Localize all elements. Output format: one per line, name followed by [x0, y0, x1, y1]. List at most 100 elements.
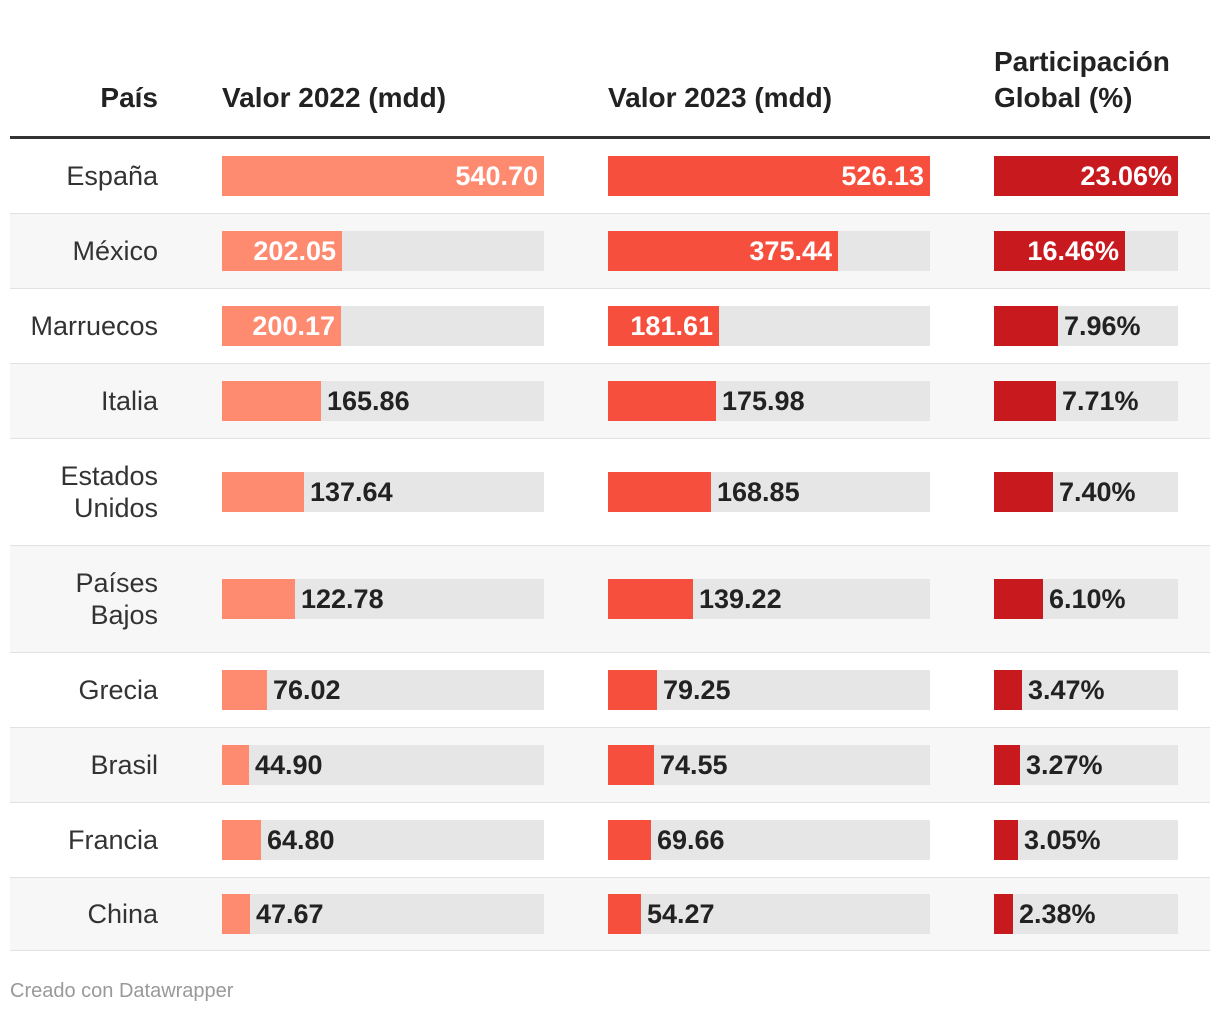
country-label: Marruecos	[0, 310, 158, 342]
header-participacion-line2: Global (%)	[994, 82, 1133, 113]
participacion-bar-track: 7.96%	[994, 306, 1178, 346]
header-participacion: Participación Global (%)	[994, 44, 1170, 116]
valor-2022-bar-track: 44.90	[222, 745, 544, 785]
participacion-bar-track: 3.27%	[994, 745, 1178, 785]
participacion-value-label: 2.38%	[1019, 899, 1096, 929]
valor-2023-value-label: 54.27	[647, 899, 715, 929]
valor-2022-bar-track: 165.86	[222, 381, 544, 421]
valor-2022-bar-track: 137.64	[222, 472, 544, 512]
participacion-bar	[994, 472, 1053, 512]
table-row: Estados Unidos 137.64 168.85 7.40%	[10, 439, 1210, 546]
valor-2022-bar-track: 540.70	[222, 156, 544, 196]
country-label-line: España	[66, 161, 158, 191]
valor-2022-bar-track: 76.02	[222, 670, 544, 710]
valor-2023-value-label: 74.55	[660, 750, 728, 780]
country-label-line: Francia	[67, 825, 158, 855]
participacion-value-label: 3.27%	[1026, 750, 1103, 780]
valor-2023-bar-track: 139.22	[608, 579, 930, 619]
table-row: Francia 64.80 69.66 3.05%	[10, 803, 1210, 878]
valor-2022-value-label: 202.05	[253, 236, 336, 266]
participacion-bar-track: 23.06%	[994, 156, 1178, 196]
valor-2022-bar-track: 64.80	[222, 820, 544, 860]
valor-2023-bar	[608, 894, 641, 934]
participacion-bar-track: 6.10%	[994, 579, 1178, 619]
participacion-bar-track: 7.40%	[994, 472, 1178, 512]
country-label: China	[0, 898, 158, 930]
valor-2022-bar	[222, 579, 295, 619]
valor-2022-bar	[222, 820, 261, 860]
valor-2022-bar	[222, 156, 544, 196]
valor-2022-bar	[222, 306, 341, 346]
table-body: España 540.70 526.13 23.06% México 202.05 375.…	[10, 139, 1210, 951]
header-valor-2022: Valor 2022 (mdd)	[222, 82, 447, 113]
valor-2023-bar-track: 181.61	[608, 306, 930, 346]
country-label: Francia	[0, 824, 158, 856]
country-label-line: Bajos	[90, 600, 158, 630]
valor-2023-bar	[608, 381, 716, 421]
valor-2023-bar-track: 74.55	[608, 745, 930, 785]
participacion-bar	[994, 894, 1013, 934]
country-label: México	[0, 235, 158, 267]
valor-2023-value-label: 526.13	[841, 161, 924, 191]
country-label: España	[0, 160, 158, 192]
valor-2023-value-label: 175.98	[722, 386, 805, 416]
country-label: Grecia	[0, 674, 158, 706]
participacion-value-label: 3.05%	[1024, 825, 1101, 855]
valor-2022-value-label: 122.78	[301, 584, 384, 614]
country-label-line: Brasil	[90, 750, 158, 780]
country-label: Brasil	[0, 749, 158, 781]
valor-2022-value-label: 44.90	[255, 750, 323, 780]
valor-2022-value-label: 64.80	[267, 825, 335, 855]
participacion-bar	[994, 579, 1043, 619]
participacion-value-label: 3.47%	[1028, 675, 1105, 705]
country-label-line: China	[87, 899, 158, 929]
country-label: Países Bajos	[0, 567, 158, 631]
participacion-bar	[994, 231, 1125, 271]
table-row: España 540.70 526.13 23.06%	[10, 139, 1210, 214]
valor-2023-bar	[608, 579, 693, 619]
participacion-value-label: 23.06%	[1080, 161, 1172, 191]
valor-2022-value-label: 540.70	[455, 161, 538, 191]
valor-2023-value-label: 375.44	[749, 236, 832, 266]
participacion-value-label: 16.46%	[1027, 236, 1119, 266]
valor-2022-value-label: 47.67	[256, 899, 324, 929]
valor-2023-bar-track: 79.25	[608, 670, 930, 710]
country-label-line: Estados	[60, 461, 158, 491]
header-pais: País	[100, 82, 158, 113]
header-valor-2023: Valor 2023 (mdd)	[608, 82, 833, 113]
participacion-bar	[994, 381, 1056, 421]
valor-2023-bar	[608, 745, 654, 785]
valor-2023-bar	[608, 472, 711, 512]
table-row: Grecia 76.02 79.25 3.47%	[10, 653, 1210, 728]
valor-2023-bar	[608, 306, 719, 346]
valor-2023-bar-track: 54.27	[608, 894, 930, 934]
valor-2023-value-label: 79.25	[663, 675, 731, 705]
table-row: Italia 165.86 175.98 7.71%	[10, 364, 1210, 439]
participacion-value-label: 7.71%	[1062, 386, 1139, 416]
valor-2022-bar	[222, 894, 250, 934]
valor-2023-bar	[608, 231, 838, 271]
valor-2022-bar	[222, 231, 342, 271]
table-row: Brasil 44.90 74.55 3.27%	[10, 728, 1210, 803]
country-label-line: Grecia	[78, 675, 158, 705]
valor-2022-bar-track: 122.78	[222, 579, 544, 619]
table-row: México 202.05 375.44 16.46%	[10, 214, 1210, 289]
valor-2023-bar-track: 69.66	[608, 820, 930, 860]
valor-2023-value-label: 168.85	[717, 477, 800, 507]
valor-2023-bar	[608, 156, 930, 196]
participacion-bar	[994, 156, 1178, 196]
participacion-bar-track: 16.46%	[994, 231, 1178, 271]
table-header: País Valor 2022 (mdd) Valor 2023 (mdd) P…	[10, 0, 1210, 139]
country-label-line: Unidos	[73, 493, 158, 523]
valor-2022-bar	[222, 381, 321, 421]
table-chart: País Valor 2022 (mdd) Valor 2023 (mdd) P…	[10, 0, 1210, 951]
valor-2023-bar-track: 526.13	[608, 156, 930, 196]
valor-2022-bar	[222, 745, 249, 785]
valor-2023-value-label: 69.66	[657, 825, 725, 855]
valor-2022-value-label: 76.02	[273, 675, 341, 705]
valor-2022-value-label: 200.17	[252, 311, 335, 341]
participacion-bar	[994, 820, 1018, 860]
country-label: Italia	[0, 385, 158, 417]
table-row: China 47.67 54.27 2.38%	[10, 878, 1210, 951]
participacion-bar-track: 2.38%	[994, 894, 1178, 934]
